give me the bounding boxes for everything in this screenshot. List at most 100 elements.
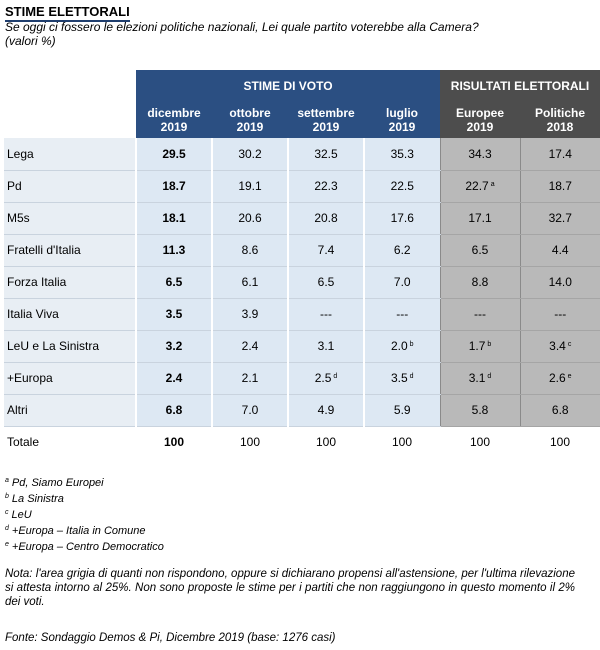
cell-value: 8.8 [471,275,489,289]
column-header-line1: Europee [455,105,504,120]
table-cell: 17.6 [363,202,440,235]
table-cell: 17.1 [439,202,520,235]
cell-value: 20.8 [314,211,338,225]
cell-value: 17.4 [548,146,572,161]
table-cell: 7.0 [363,266,440,299]
cell-footnote-mark: c [567,341,572,348]
footnote-text: Pd, Siamo Europei [11,477,104,489]
cell-value: 2.1 [241,371,259,385]
table-row: Italia Viva 3.5 3.9 --- --- --- --- [4,298,600,331]
footnote-mark: a [5,477,9,484]
table-cell: 18.1 [135,202,212,235]
cell-value: 4.9 [317,403,335,417]
party-name: Forza Italia [4,266,136,299]
footnote-mark: c [5,509,9,516]
total-cell: 100 [364,426,440,458]
party-name: Altri [4,394,136,427]
table-cell: --- [363,298,440,331]
table-cell: 19.1 [211,170,288,203]
cell-footnote-mark: d [333,373,338,380]
cell-value: 3.1 [317,339,335,353]
party-name: +Europa [4,362,136,395]
column-header-line2: 2019 [312,119,340,134]
cell-value: 3.4 [549,339,566,353]
footnote-text: LeU [11,509,32,521]
table-cell: 3.2 [135,330,212,363]
column-header-line1: settembre [297,105,355,120]
cell-value: 1.7 [468,339,486,353]
table-cell: 6.5 [439,234,520,267]
table-row: Forza Italia 6.5 6.1 6.5 7.0 8.8 14.0 [4,266,600,299]
total-label: Totale [4,426,136,458]
footnote-mark: d [5,525,9,532]
cell-value: 6.5 [165,275,183,289]
column-header: Politiche 2018 [520,101,600,138]
cell-value: 2.4 [165,371,183,385]
table-cell: 17.4 [519,138,600,171]
cell-value: 18.7 [162,179,186,193]
table-cell: --- [519,298,600,331]
footnote: d +Europa – Italia in Comune [5,522,164,538]
table-row: Altri 6.8 7.0 4.9 5.9 5.8 6.8 [4,394,600,427]
cell-value: 6.5 [471,243,489,257]
column-header-line2: 2019 [236,119,264,134]
footnote: c LeU [5,506,164,522]
column-header: Europee 2019 [440,101,520,138]
table-cell: 6.2 [363,234,440,267]
cell-value: 5.9 [393,403,411,417]
cell-value: 2.6 [548,371,566,385]
table-cell: 3.5 [135,298,212,331]
footnote-text: +Europa – Centro Democratico [11,541,164,553]
column-header-line2: 2019 [160,119,188,134]
footnote-text: +Europa – Italia in Comune [11,525,146,537]
cell-footnote-mark: a [490,181,495,188]
column-header-line2: 2019 [388,119,416,134]
total-cell: 100 [212,426,288,458]
cell-value: 11.3 [162,243,186,257]
table-cell: 6.8 [135,394,212,427]
table-cell: 34.3 [439,138,520,171]
table-cell: 2.1 [211,362,288,395]
column-header-line2: 2018 [546,119,574,134]
table-cell: 2.6 e [519,362,600,395]
total-cell: 100 [520,426,600,458]
table-cell: 32.7 [519,202,600,235]
table-cell: 22.5 [363,170,440,203]
cell-value: 7.0 [241,403,259,417]
cell-value: 19.1 [238,179,262,193]
table-cell: 6.1 [211,266,288,299]
cell-value: 4.4 [551,243,569,257]
table-row: Pd 18.7 19.1 22.3 22.5 22.7 a 18.7 [4,170,600,203]
column-header: ottobre 2019 [212,101,288,138]
table-cell: 35.3 [363,138,440,171]
cell-value: --- [474,307,486,321]
table-cell: 3.4 c [519,330,600,363]
cell-footnote-mark: b [409,341,414,348]
cell-value: 29.5 [162,146,186,161]
table-row: LeU e La Sinistra 3.2 2.4 3.1 2.0 b 1.7 b 3.4 c [4,330,600,363]
cell-value: 2.4 [241,339,259,353]
cell-value: 30.2 [238,146,262,161]
cell-value: 14.0 [548,275,572,289]
cell-value: 2.0 [390,339,408,353]
table-row: Lega 29.5 30.2 32.5 35.3 34.3 17.4 [4,138,600,171]
table-cell: 14.0 [519,266,600,299]
cell-value: 7.0 [393,275,411,289]
table-cell: 8.6 [211,234,288,267]
note-text: Nota: l'area grigia di quanti non rispon… [5,568,575,608]
table-cell: 32.5 [287,138,364,171]
table-cell: 7.4 [287,234,364,267]
party-header [4,101,136,138]
table-cell: 22.7 a [439,170,520,203]
cell-value: --- [554,307,567,321]
source-text: Fonte: Sondaggio Demos & Pi, Dicembre 20… [5,632,336,644]
footnote: e +Europa – Centro Democratico [5,538,164,554]
cell-value: 3.1 [468,371,486,385]
table-cell: 5.8 [439,394,520,427]
cell-value: 32.7 [548,211,572,225]
table-cell: 6.5 [287,266,364,299]
cell-value: 5.8 [471,403,489,417]
footnotes: a Pd, Siamo Europei b La Sinistra c LeU d +Euro… [5,474,164,554]
header-spacer [4,70,136,101]
